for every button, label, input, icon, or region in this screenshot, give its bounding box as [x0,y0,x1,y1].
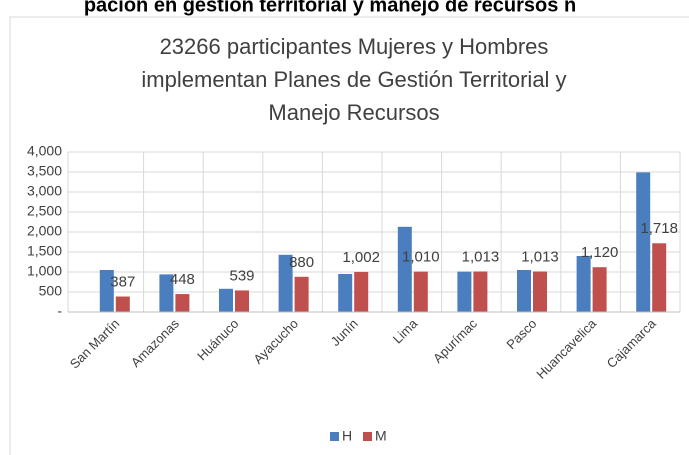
data-label: 1,013 [462,248,500,265]
y-tick-label: 2,000 [27,223,62,239]
bar [592,267,607,312]
y-tick-label: 500 [39,283,63,299]
bar [413,271,428,312]
bar [397,226,412,312]
y-tick-label: 2,500 [27,203,62,219]
data-label: 1,718 [640,220,678,237]
bar [235,290,249,312]
y-tick-label: 1,500 [27,243,62,259]
page-header: pación en gestión territorial y manejo d… [84,0,576,16]
data-label: 1,013 [521,248,559,265]
data-label: 539 [229,267,254,284]
data-label: 1,120 [581,244,619,261]
bar [338,274,353,312]
legend-swatch [363,432,372,441]
bar [457,271,472,312]
data-label: 880 [289,254,314,271]
data-label: 1,002 [342,249,380,266]
bar [219,288,233,312]
chart-title: implementan Planes de Gestión Territoria… [141,67,566,92]
bar [278,254,293,312]
bar [175,294,190,312]
legend-label: H [342,428,352,444]
bar [517,270,531,312]
y-tick-label: 3,000 [27,183,62,199]
chart-title: 23266 participantes Mujeres y Hombres [160,34,549,59]
data-label: 387 [110,273,135,290]
y-tick-label: 3,500 [27,163,62,179]
bar [294,276,309,312]
chart-title: Manejo Recursos [268,100,439,125]
bar [115,296,130,312]
chart-frame [9,16,689,455]
data-label: 448 [170,271,195,288]
bar [576,256,591,312]
bar [159,274,174,312]
y-tick-label: 1,000 [27,263,62,279]
data-label: 1,010 [402,249,440,266]
bar [533,271,547,312]
legend-label: M [375,428,387,444]
legend-swatch [330,432,339,441]
y-tick-label: 4,000 [27,143,62,159]
bar [636,172,651,312]
y-tick-label: - [57,303,62,319]
bar [473,271,488,312]
bar [652,243,667,312]
bar [354,271,369,312]
bar [99,270,114,312]
